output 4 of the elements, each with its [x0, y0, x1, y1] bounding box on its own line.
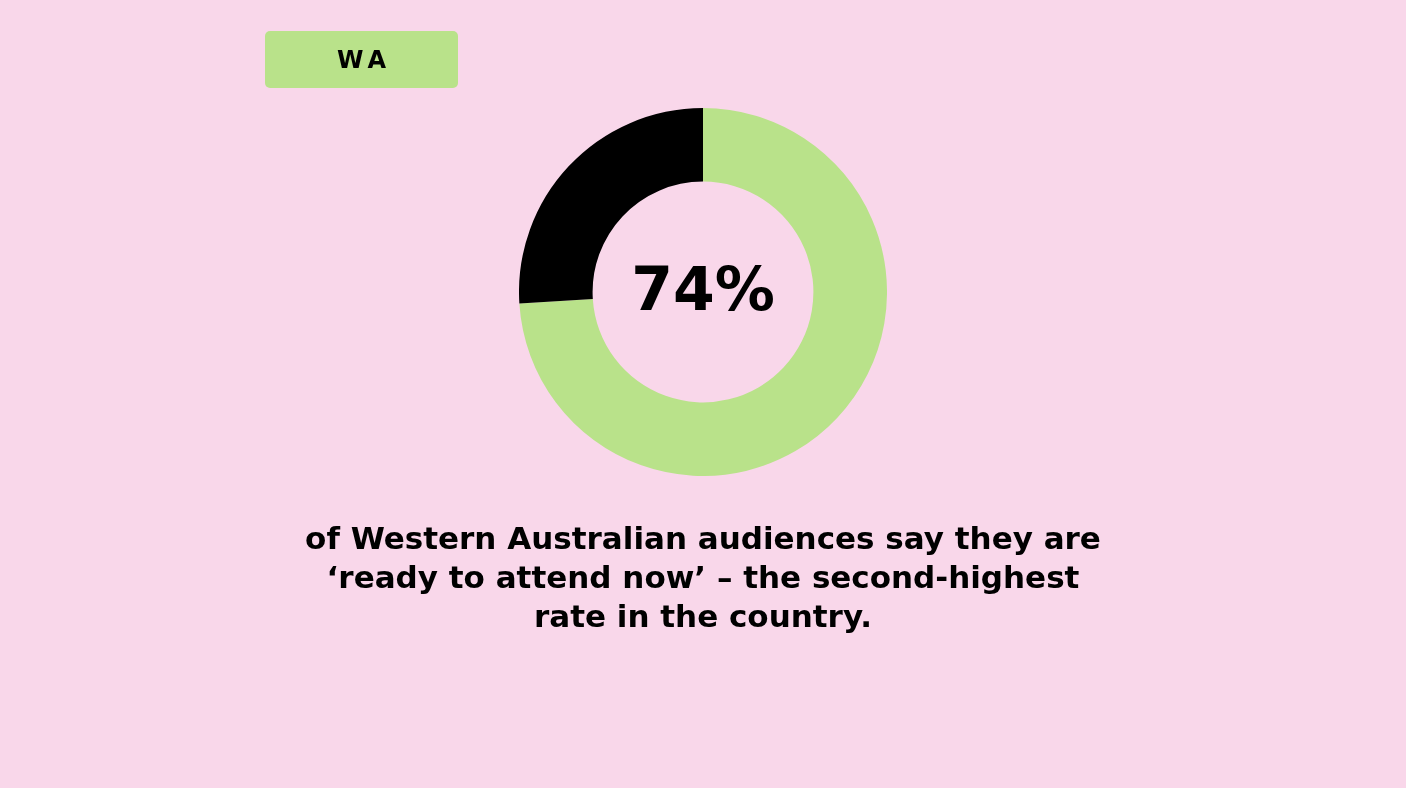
data-label: 74%: [631, 253, 775, 324]
title-tag: WA: [265, 31, 458, 88]
text: of Western Australian audiences say they are ‘ready to attend now’ – the second-highest rate in the country.: [304, 519, 1102, 636]
chart-title: WA: [336, 45, 391, 74]
